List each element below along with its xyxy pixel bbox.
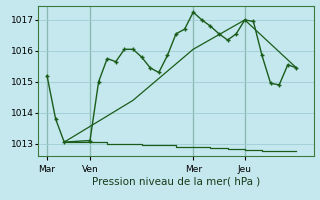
X-axis label: Pression niveau de la mer( hPa ): Pression niveau de la mer( hPa ) [92,177,260,187]
